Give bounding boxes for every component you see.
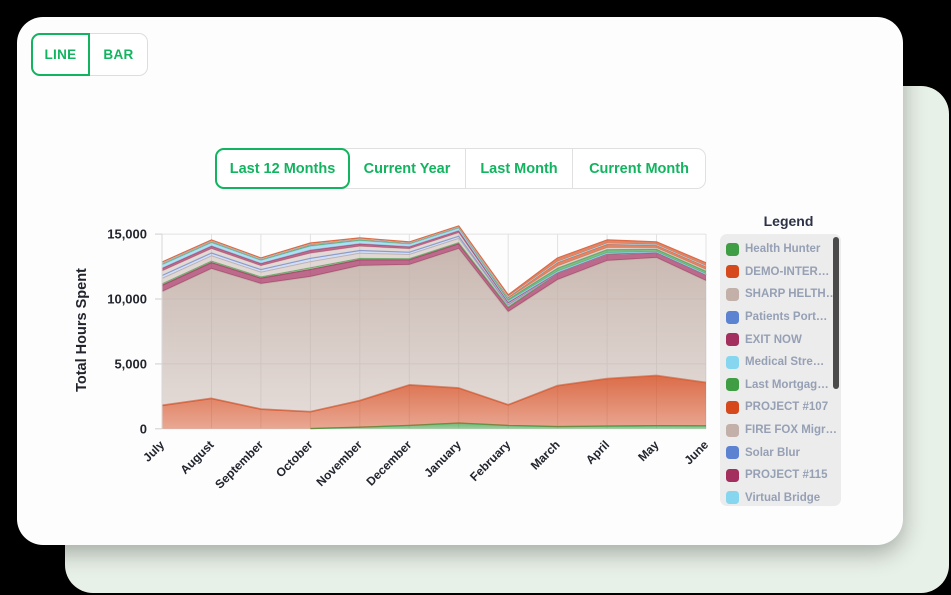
svg-text:June: June bbox=[681, 437, 711, 467]
svg-text:January: January bbox=[421, 437, 464, 480]
svg-text:July: July bbox=[140, 437, 167, 464]
svg-text:April: April bbox=[583, 438, 612, 467]
svg-text:September: September bbox=[212, 437, 266, 491]
svg-text:December: December bbox=[363, 437, 414, 488]
svg-text:5,000: 5,000 bbox=[114, 356, 147, 371]
svg-text:0: 0 bbox=[140, 421, 147, 436]
svg-text:Total Hours Spent: Total Hours Spent bbox=[74, 268, 90, 392]
svg-text:November: November bbox=[314, 437, 366, 489]
svg-text:May: May bbox=[635, 437, 662, 464]
svg-text:March: March bbox=[528, 438, 563, 473]
svg-text:August: August bbox=[177, 438, 216, 477]
svg-text:October: October bbox=[273, 437, 316, 480]
svg-text:February: February bbox=[467, 437, 513, 483]
svg-text:10,000: 10,000 bbox=[107, 292, 147, 307]
svg-text:15,000: 15,000 bbox=[107, 227, 147, 242]
